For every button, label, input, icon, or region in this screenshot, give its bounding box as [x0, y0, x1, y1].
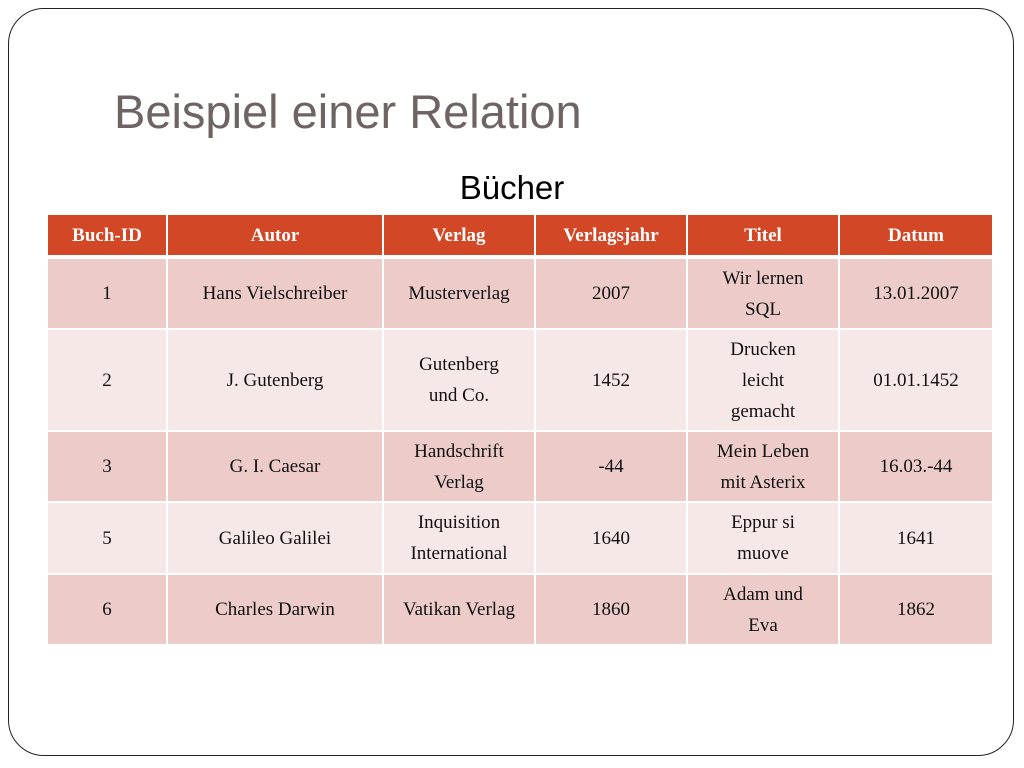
column-header-datum: Datum: [840, 215, 992, 259]
cell-autor: G. I. Caesar: [168, 432, 384, 503]
cell-autor: Hans Vielschreiber: [168, 259, 384, 330]
cell-buch-id: 2: [48, 330, 168, 432]
cell-buch-id: 5: [48, 503, 168, 575]
slide-title: Beispiel einer Relation: [114, 85, 582, 138]
column-header-verlagsjahr: Verlagsjahr: [536, 215, 688, 259]
cell-titel: Wir lernen SQL: [688, 259, 840, 330]
cell-verlagsjahr: 1640: [536, 503, 688, 575]
cell-verlagsjahr: 1860: [536, 575, 688, 646]
cell-buch-id: 1: [48, 259, 168, 330]
cell-verlag: Musterverlag: [384, 259, 536, 330]
cell-autor: Charles Darwin: [168, 575, 384, 646]
cell-verlag: Gutenberg und Co.: [384, 330, 536, 432]
cell-verlagsjahr: 2007: [536, 259, 688, 330]
cell-buch-id: 6: [48, 575, 168, 646]
cell-titel: Drucken leicht gemacht: [688, 330, 840, 432]
column-header-buch-id: Buch-ID: [48, 215, 168, 259]
cell-titel: Mein Leben mit Asterix: [688, 432, 840, 503]
cell-verlagsjahr: -44: [536, 432, 688, 503]
cell-datum: 1641: [840, 503, 992, 575]
cell-verlag: Handschrift Verlag: [384, 432, 536, 503]
table-caption: Bücher: [459, 169, 565, 206]
cell-buch-id: 3: [48, 432, 168, 503]
table-row: 5 Galileo Galilei Inquisition Internatio…: [48, 503, 992, 575]
table-row: 1 Hans Vielschreiber Musterverlag 2007 W…: [48, 259, 992, 330]
cell-verlag: Inquisition International: [384, 503, 536, 575]
cell-autor: Galileo Galilei: [168, 503, 384, 575]
column-header-autor: Autor: [168, 215, 384, 259]
cell-titel: Eppur si muove: [688, 503, 840, 575]
table-row: 6 Charles Darwin Vatikan Verlag 1860 Ada…: [48, 575, 992, 646]
cell-datum: 13.01.2007: [840, 259, 992, 330]
cell-autor: J. Gutenberg: [168, 330, 384, 432]
column-header-titel: Titel: [688, 215, 840, 259]
cell-datum: 1862: [840, 575, 992, 646]
cell-titel: Adam und Eva: [688, 575, 840, 646]
table-row: 2 J. Gutenberg Gutenberg und Co. 1452 Dr…: [48, 330, 992, 432]
column-header-verlag: Verlag: [384, 215, 536, 259]
cell-datum: 16.03.-44: [840, 432, 992, 503]
table-row: 3 G. I. Caesar Handschrift Verlag -44 Me…: [48, 432, 992, 503]
table-header-row: Buch-ID Autor Verlag Verlagsjahr Titel D…: [48, 215, 992, 259]
cell-verlagsjahr: 1452: [536, 330, 688, 432]
cell-verlag: Vatikan Verlag: [384, 575, 536, 646]
relation-table: Buch-ID Autor Verlag Verlagsjahr Titel D…: [48, 215, 992, 646]
cell-datum: 01.01.1452: [840, 330, 992, 432]
